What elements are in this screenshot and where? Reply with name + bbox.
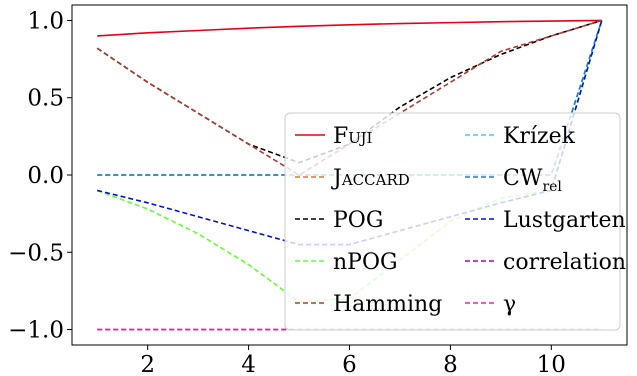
- legend-label-0: Fuji: [333, 124, 373, 149]
- y-tick-label: −1.0: [8, 318, 64, 344]
- x-tick-label: 2: [140, 352, 155, 376]
- legend-label-1: Jaccard: [331, 166, 410, 191]
- x-tick-label: 8: [443, 352, 458, 376]
- legend-label-4: Hamming: [333, 292, 442, 317]
- legend-label-3: nPOG: [333, 250, 398, 275]
- legend-label-7: Lustgarten: [503, 208, 626, 233]
- legend-label-5: Krízek: [503, 124, 576, 149]
- y-tick-label: 0.5: [27, 86, 64, 112]
- legend-label-9: γ: [503, 292, 516, 317]
- y-tick-label: −0.5: [8, 240, 64, 266]
- legend-label-8: correlation: [503, 250, 626, 275]
- legend-label-2: POG: [333, 208, 383, 233]
- y-tick-label: 0.0: [27, 163, 64, 189]
- y-tick-label: 1.0: [27, 8, 64, 34]
- x-tick-label: 6: [342, 352, 357, 376]
- legend: Fuji Jaccard POG nPOG Hamming Krízek CWrel Lust…: [284, 112, 626, 331]
- x-axis-ticks: 2 4 6 8 10: [140, 345, 566, 376]
- legend-label-6: CWrel: [503, 166, 562, 195]
- legend-box: [284, 112, 621, 331]
- x-tick-label: 10: [537, 352, 566, 376]
- series-line-0: [97, 19, 602, 37]
- y-axis-ticks: −1.0 −0.5 0.0 0.5 1.0: [8, 8, 72, 344]
- x-tick-label: 4: [241, 352, 256, 376]
